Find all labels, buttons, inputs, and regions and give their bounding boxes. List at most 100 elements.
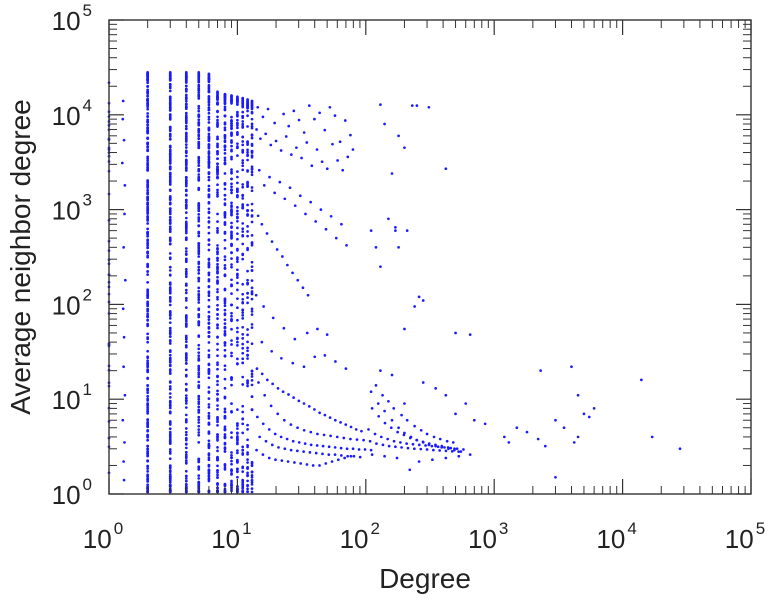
data-point — [168, 165, 172, 169]
data-point — [184, 87, 188, 91]
data-point — [146, 315, 149, 319]
data-point — [146, 254, 149, 258]
data-point — [241, 336, 245, 340]
data-point — [123, 393, 127, 397]
data-point — [184, 459, 188, 462]
data-point — [413, 447, 416, 451]
data-point — [230, 141, 233, 144]
data-point — [281, 390, 285, 394]
data-point — [168, 353, 172, 357]
data-point — [197, 296, 201, 300]
data-point — [236, 272, 239, 276]
data-point — [230, 177, 233, 181]
data-point — [246, 125, 249, 128]
data-point — [197, 320, 201, 324]
data-point — [223, 354, 227, 358]
data-point — [368, 439, 372, 443]
data-point — [197, 188, 201, 192]
data-point — [197, 260, 201, 264]
data-point — [250, 134, 254, 137]
data-point — [207, 160, 211, 163]
data-point — [146, 399, 149, 402]
data-point — [357, 448, 361, 451]
data-point — [329, 214, 333, 218]
data-point — [230, 210, 233, 213]
data-point — [168, 221, 172, 225]
data-point — [230, 201, 233, 205]
data-point — [304, 212, 307, 216]
data-point — [184, 402, 188, 405]
data-point — [256, 415, 259, 419]
data-point — [146, 262, 149, 266]
data-point — [216, 468, 219, 472]
data-point — [216, 257, 219, 261]
data-point — [230, 292, 233, 296]
data-point — [250, 307, 254, 311]
data-point — [396, 430, 399, 434]
data-point — [333, 446, 337, 449]
data-point — [327, 445, 331, 449]
data-point — [223, 464, 227, 467]
data-point — [184, 345, 188, 349]
data-point — [241, 422, 245, 426]
data-point — [236, 124, 239, 127]
data-point — [334, 236, 338, 240]
data-point — [425, 448, 429, 451]
data-point — [236, 408, 239, 411]
data-point — [146, 365, 149, 369]
data-point — [330, 460, 334, 463]
data-point — [323, 354, 327, 357]
data-point — [197, 428, 201, 431]
data-point — [230, 436, 233, 439]
data-point — [184, 477, 188, 480]
data-point — [250, 165, 254, 169]
data-point — [454, 331, 457, 335]
data-point — [184, 334, 188, 338]
data-point — [184, 189, 188, 193]
data-point — [122, 460, 125, 463]
data-point — [184, 107, 188, 111]
data-point — [216, 297, 219, 301]
data-point — [168, 86, 172, 90]
data-point — [184, 182, 188, 186]
data-point — [197, 203, 201, 206]
data-point — [223, 172, 227, 175]
data-point — [223, 158, 227, 162]
data-point — [250, 323, 254, 326]
data-point — [257, 381, 260, 384]
data-point — [207, 263, 211, 267]
data-point — [417, 295, 421, 299]
data-point — [146, 332, 149, 336]
data-point — [241, 417, 245, 421]
data-point — [184, 291, 188, 295]
data-point — [425, 432, 429, 436]
data-point — [250, 375, 254, 378]
data-point — [121, 117, 125, 121]
data-point — [241, 115, 245, 118]
x-tick-label: 10 2 — [340, 519, 380, 554]
data-point — [241, 197, 245, 200]
data-point — [168, 290, 172, 294]
data-point — [123, 212, 126, 216]
y-tick-label: 10 3 — [52, 191, 92, 226]
data-point — [207, 243, 211, 247]
data-point — [515, 426, 519, 430]
data-point — [197, 484, 201, 487]
data-point — [216, 290, 219, 294]
data-point — [197, 276, 201, 280]
data-point — [168, 207, 172, 210]
data-point — [207, 103, 211, 107]
data-point — [197, 207, 201, 210]
data-point — [184, 222, 188, 226]
data-point — [311, 464, 315, 467]
data-point — [197, 424, 201, 428]
data-point — [267, 456, 271, 460]
data-point — [223, 322, 227, 325]
data-point — [184, 420, 188, 424]
data-point — [216, 170, 219, 173]
data-point — [250, 189, 254, 193]
data-point — [250, 286, 254, 290]
data-point — [146, 145, 149, 148]
data-point — [394, 225, 397, 229]
data-point — [146, 222, 149, 225]
